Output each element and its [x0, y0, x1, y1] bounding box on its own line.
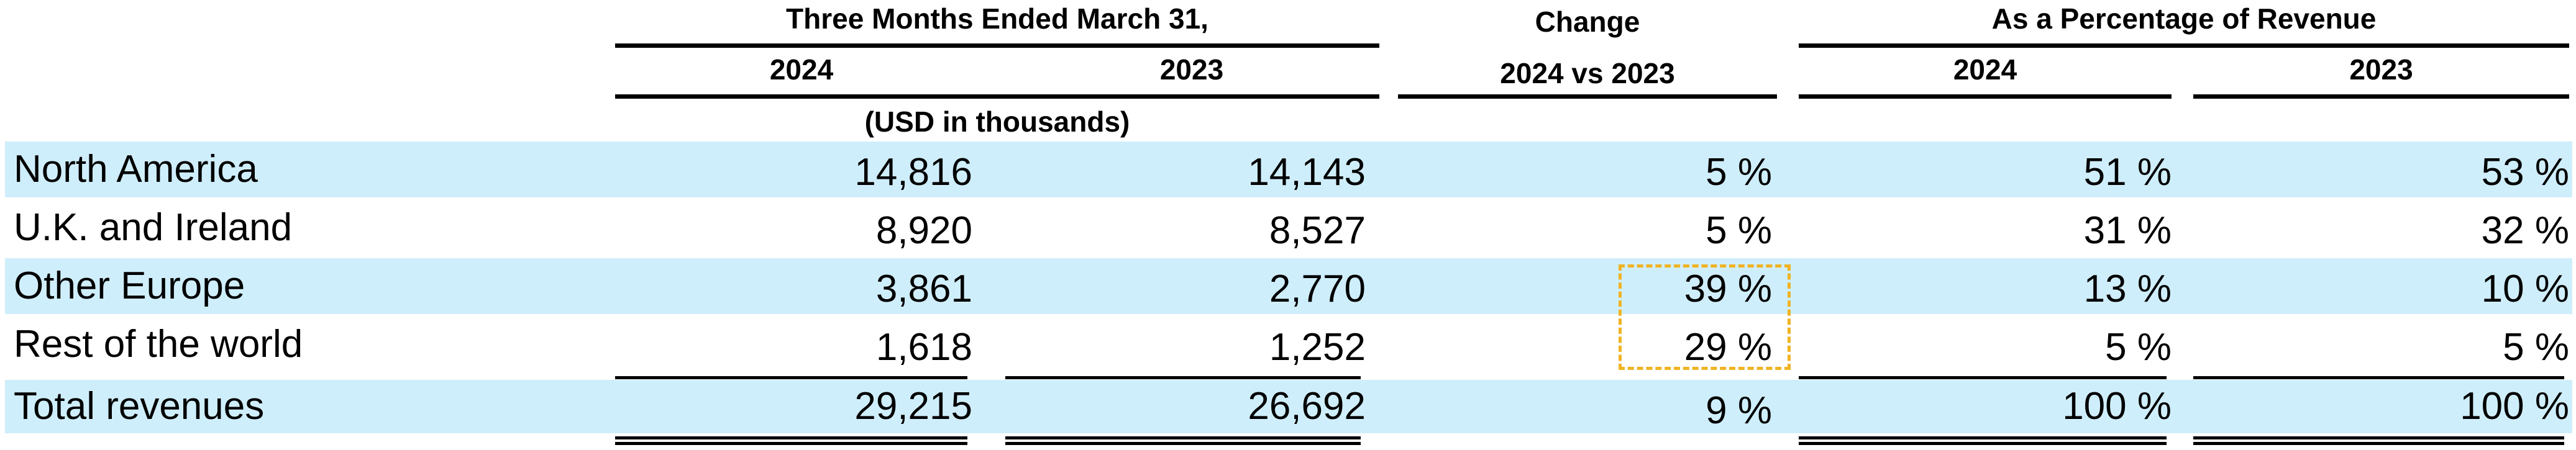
header-rule-three-months — [615, 43, 1379, 48]
header-pct-2023: 2023 — [2349, 53, 2413, 86]
row-label: Other Europe — [14, 264, 245, 307]
double-rule-2023 — [1005, 436, 1361, 445]
pct-2023-value: 32 % — [2481, 209, 2569, 252]
header-year-2023: 2023 — [1159, 53, 1224, 86]
header-change: Change — [1535, 6, 1640, 38]
value-2023: 2,770 — [1269, 268, 1366, 310]
table-row: U.K. and Ireland 8,920 8,527 5 % 31 % 32… — [5, 200, 2572, 256]
total-rule-pct-2023 — [2193, 376, 2564, 379]
total-change-value: 9 % — [1706, 389, 1772, 432]
value-2024: 3,861 — [875, 268, 972, 310]
value-2023: 1,252 — [1269, 326, 1366, 369]
value-2024: 14,816 — [854, 151, 972, 194]
row-label: North America — [14, 148, 258, 191]
total-value-2023: 26,692 — [1248, 385, 1366, 428]
table-row: North America 14,816 14,143 5 % 51 % 53 … — [5, 142, 2572, 197]
value-2024: 1,618 — [875, 326, 972, 369]
pct-2023-value: 5 % — [2503, 326, 2569, 369]
value-2023: 8,527 — [1269, 209, 1366, 252]
pct-2024-value: 13 % — [2083, 268, 2172, 310]
double-rule-pct-2023 — [2193, 436, 2564, 445]
header-pct-2024: 2024 — [1953, 53, 2017, 86]
double-rule-pct-2024 — [1799, 436, 2167, 445]
header-change-sub: 2024 vs 2023 — [1500, 57, 1675, 89]
change-value: 5 % — [1706, 209, 1772, 252]
total-rule-2024 — [615, 376, 967, 379]
header-pct-revenue: As a Percentage of Revenue — [1991, 2, 2377, 35]
pct-2024-value: 31 % — [2083, 209, 2172, 252]
table-row: Rest of the world 1,618 1,252 29 % 5 % 5… — [5, 317, 2572, 372]
row-label: U.K. and Ireland — [14, 206, 293, 249]
change-value: 39 % — [1684, 268, 1772, 310]
row-label: Rest of the world — [14, 323, 303, 366]
header-rule-pct-2023 — [2193, 94, 2569, 99]
header-year-2024: 2024 — [769, 53, 834, 86]
table-row-total: Total revenues 29,215 26,692 9 % 100 % 1… — [5, 380, 2572, 433]
header-rule-pct-2024 — [1799, 94, 2172, 99]
value-2024: 8,920 — [875, 209, 972, 252]
header-rule-change — [1398, 94, 1777, 99]
pct-2023-value: 53 % — [2481, 151, 2569, 194]
table-row: Other Europe 3,861 2,770 39 % 13 % 10 % — [5, 258, 2572, 314]
total-rule-2023 — [1005, 376, 1361, 379]
total-label: Total revenues — [14, 385, 265, 428]
total-pct-2024-value: 100 % — [2062, 385, 2172, 428]
pct-2024-value: 51 % — [2083, 151, 2172, 194]
change-value: 5 % — [1706, 151, 1772, 194]
double-rule-2024 — [615, 436, 967, 445]
pct-2023-value: 10 % — [2481, 268, 2569, 310]
header-three-months: Three Months Ended March 31, — [786, 2, 1208, 35]
value-2023: 14,143 — [1248, 151, 1366, 194]
header-rule-years — [615, 94, 1379, 99]
pct-2024-value: 5 % — [2105, 326, 2172, 369]
total-value-2024: 29,215 — [854, 385, 972, 428]
header-rule-pct-revenue — [1799, 43, 2569, 48]
units-label: (USD in thousands) — [864, 106, 1130, 138]
total-rule-pct-2024 — [1799, 376, 2167, 379]
total-pct-2023-value: 100 % — [2460, 385, 2569, 428]
change-value: 29 % — [1684, 326, 1772, 369]
